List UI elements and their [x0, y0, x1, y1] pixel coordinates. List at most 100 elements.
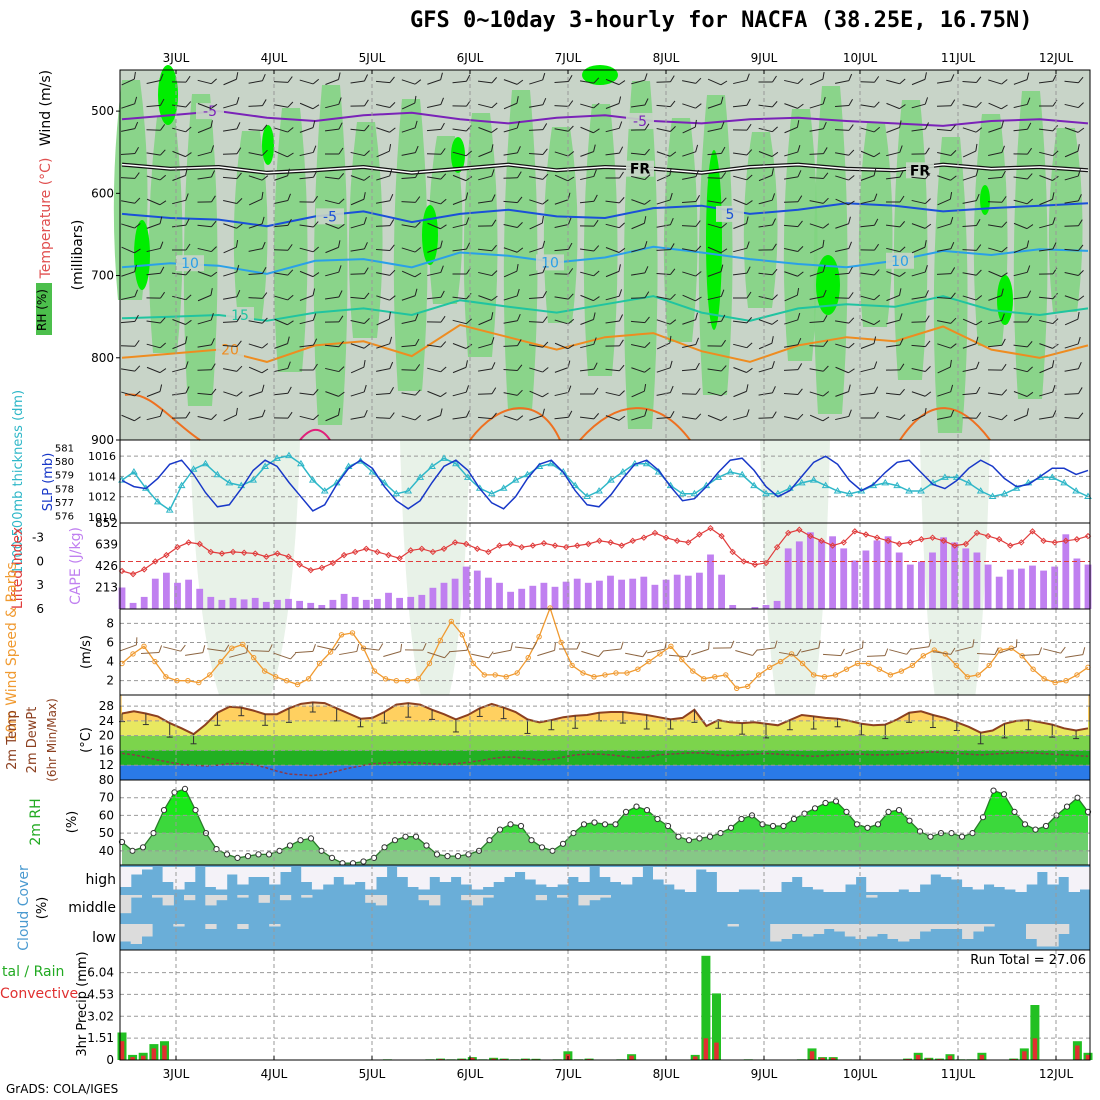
wind-barb-flag: [363, 175, 371, 181]
cape-bar: [696, 572, 703, 609]
wind-barb-staff: [146, 415, 161, 421]
rh-marker: [696, 835, 703, 842]
wind-barb: [171, 411, 191, 419]
wind-barb: [477, 219, 497, 227]
wind-barb-flag: [950, 317, 957, 324]
wind-barb-flag: [491, 337, 495, 345]
rh-marker: [160, 807, 168, 814]
wind-barb-staff: [223, 200, 237, 204]
contour-label-bg: [626, 112, 654, 129]
wind-barb: [274, 168, 290, 181]
wind-barb-staff: [146, 343, 161, 349]
x-tick-label-top: 9JUL: [751, 51, 778, 65]
wind-barb-flag: [720, 222, 728, 229]
cloud-gap-high: [1026, 867, 1038, 885]
cape-bar: [1062, 534, 1070, 609]
wind-barb: [1064, 311, 1080, 326]
cloud-gap-high: [876, 867, 889, 892]
wind-barb-flag: [516, 96, 519, 104]
wind-barb: [375, 412, 395, 419]
x-tick-label-bottom: 9JUL: [751, 1067, 778, 1081]
wind-barb: [248, 266, 267, 275]
temperature-contour: [121, 295, 1089, 322]
wind-barb: [605, 264, 621, 278]
wind-barb-flag: [669, 360, 673, 368]
thickness-marker: [463, 473, 472, 480]
rh-marker: [1042, 822, 1050, 830]
wind-barb: [733, 73, 750, 85]
wind-barb-staff: [172, 319, 186, 325]
wind-barb-staff: [834, 272, 850, 276]
lifted-index-marker: [229, 548, 237, 556]
wind-barb-staff: [248, 152, 263, 156]
barb-flag: [1015, 639, 1018, 647]
wind-barb-staff: [401, 392, 416, 396]
cape-bar: [440, 582, 448, 609]
wind-barb: [121, 121, 139, 132]
wind-barb-flag: [975, 143, 978, 152]
wind-barb: [580, 312, 596, 325]
wind-barb-flag: [440, 315, 446, 323]
wind-barb: [146, 149, 166, 156]
cloud-gap-high: [162, 867, 174, 882]
wind-barb-flag: [797, 337, 802, 345]
wind-barb-staff: [273, 81, 289, 83]
wind-barb: [1064, 336, 1081, 349]
wind-barb-flag: [185, 152, 192, 158]
rh-moist-column: [893, 100, 928, 380]
rh-marker: [538, 844, 546, 851]
wind-speed-marker: [569, 662, 575, 669]
wind-barb-staff: [121, 128, 135, 132]
wind-speed-marker: [997, 647, 1003, 653]
contour-label-bg: [626, 160, 654, 177]
wind-barb-flag: [1052, 318, 1059, 324]
cape-bar: [518, 588, 526, 609]
wind-barb-flag: [287, 152, 294, 158]
wind-barb: [733, 198, 753, 206]
slp-axis-label: SLP (mb): [41, 453, 56, 512]
wind-barb-flag: [1052, 242, 1057, 250]
wind-barb-flag: [593, 312, 596, 320]
barb-staff: [229, 652, 247, 658]
wind-barb-flag: [1026, 391, 1034, 397]
wind-barb-staff: [452, 248, 467, 252]
wind-barb-flag: [261, 73, 266, 81]
wind-barb: [1064, 361, 1082, 372]
rh-marker: [1063, 803, 1071, 810]
cloud-gap-high: [599, 867, 611, 877]
li-tick-label: -3: [32, 531, 44, 545]
wind-barb-staff: [656, 151, 671, 157]
wind-barb: [937, 74, 955, 84]
wind-barb-staff: [809, 321, 824, 323]
cape-bar: [540, 582, 548, 609]
wind-barb: [1039, 150, 1059, 157]
lifted-index-marker: [984, 532, 992, 540]
wind-barb-flag: [1077, 311, 1080, 320]
wind-barb: [146, 73, 164, 84]
wind-barb-staff: [758, 174, 773, 182]
wind-barb-flag: [160, 266, 165, 274]
wind-barb-flag: [567, 176, 575, 182]
wind-barb: [146, 241, 164, 253]
wind-barb: [426, 341, 447, 348]
wind-barb: [299, 288, 316, 301]
wind-barb-staff: [529, 199, 543, 205]
x-tick-label-bottom: 12JUL: [1039, 1067, 1074, 1081]
wind-barb-flag: [924, 366, 931, 372]
lifted-index-marker: [662, 534, 670, 541]
li-tick-label: 6: [36, 602, 44, 616]
wind-barb-flag: [899, 313, 903, 321]
rh-moist-column: [543, 127, 578, 323]
cloud-gap-high: [823, 867, 835, 892]
wind-barb-flag: [976, 218, 981, 226]
wind-barb: [146, 124, 166, 131]
wind-speed-marker: [865, 660, 872, 667]
wind-barb: [426, 315, 446, 323]
wind-barb-staff: [121, 78, 135, 86]
wind-barb: [146, 216, 163, 229]
wind-barb-flag: [950, 150, 957, 156]
wind-barb-flag: [389, 295, 396, 301]
wind-barb-staff: [631, 222, 645, 230]
lifted-index-marker: [363, 545, 370, 552]
wind-barb: [630, 123, 650, 131]
